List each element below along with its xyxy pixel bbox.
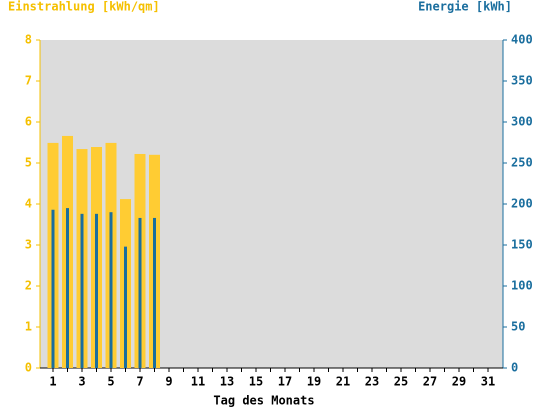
x-tick-label: 13 xyxy=(220,375,234,389)
x-tick-label: 21 xyxy=(336,375,350,389)
x-tick-label: 31 xyxy=(481,375,495,389)
y2-tick-label: 300 xyxy=(511,115,533,129)
y2-tick-label: 200 xyxy=(511,197,533,211)
x-tick-label: 3 xyxy=(78,375,85,389)
bar xyxy=(51,209,55,368)
y2-tick-label: 50 xyxy=(511,320,525,334)
x-tick-label: 9 xyxy=(165,375,172,389)
y2-tick-label: 150 xyxy=(511,238,533,252)
y2-tick-label: 100 xyxy=(511,279,533,293)
bar xyxy=(66,208,69,368)
y2-axis-label: Energie [kWh] xyxy=(418,0,512,14)
x-tick-label: 5 xyxy=(107,375,114,389)
y-axis-label: Einstrahlung [kWh/qm] xyxy=(8,0,160,14)
y-tick-label: 1 xyxy=(25,320,32,334)
x-tick-label: 11 xyxy=(191,375,205,389)
bar xyxy=(80,213,84,368)
y2-tick-label: 0 xyxy=(511,361,518,375)
y-tick-label: 0 xyxy=(25,361,32,375)
bar xyxy=(95,213,98,368)
bar xyxy=(109,212,113,368)
y2-tick-label: 250 xyxy=(511,156,533,170)
bar xyxy=(138,217,142,368)
bar xyxy=(153,217,156,368)
y-tick-label: 4 xyxy=(25,197,32,211)
y-tick-label: 8 xyxy=(25,33,32,47)
y-tick-label: 7 xyxy=(25,74,32,88)
x-tick-label: 23 xyxy=(365,375,379,389)
x-tick-label: 17 xyxy=(278,375,292,389)
y-tick-label: 5 xyxy=(25,156,32,170)
y-tick-label: 2 xyxy=(25,279,32,293)
x-axis-label: Tag des Monats xyxy=(213,394,314,408)
x-tick-label: 25 xyxy=(394,375,408,389)
y-tick-label: 3 xyxy=(25,238,32,252)
bar xyxy=(124,246,127,368)
x-tick-label: 19 xyxy=(307,375,321,389)
x-tick-label: 27 xyxy=(423,375,437,389)
y-tick-label: 6 xyxy=(25,115,32,129)
y2-tick-label: 350 xyxy=(511,74,533,88)
plot-area xyxy=(40,40,503,368)
x-tick-label: 1 xyxy=(49,375,56,389)
x-tick-label: 15 xyxy=(249,375,263,389)
x-tick-label: 7 xyxy=(136,375,143,389)
y2-tick-label: 400 xyxy=(511,33,533,47)
x-tick-label: 29 xyxy=(452,375,466,389)
